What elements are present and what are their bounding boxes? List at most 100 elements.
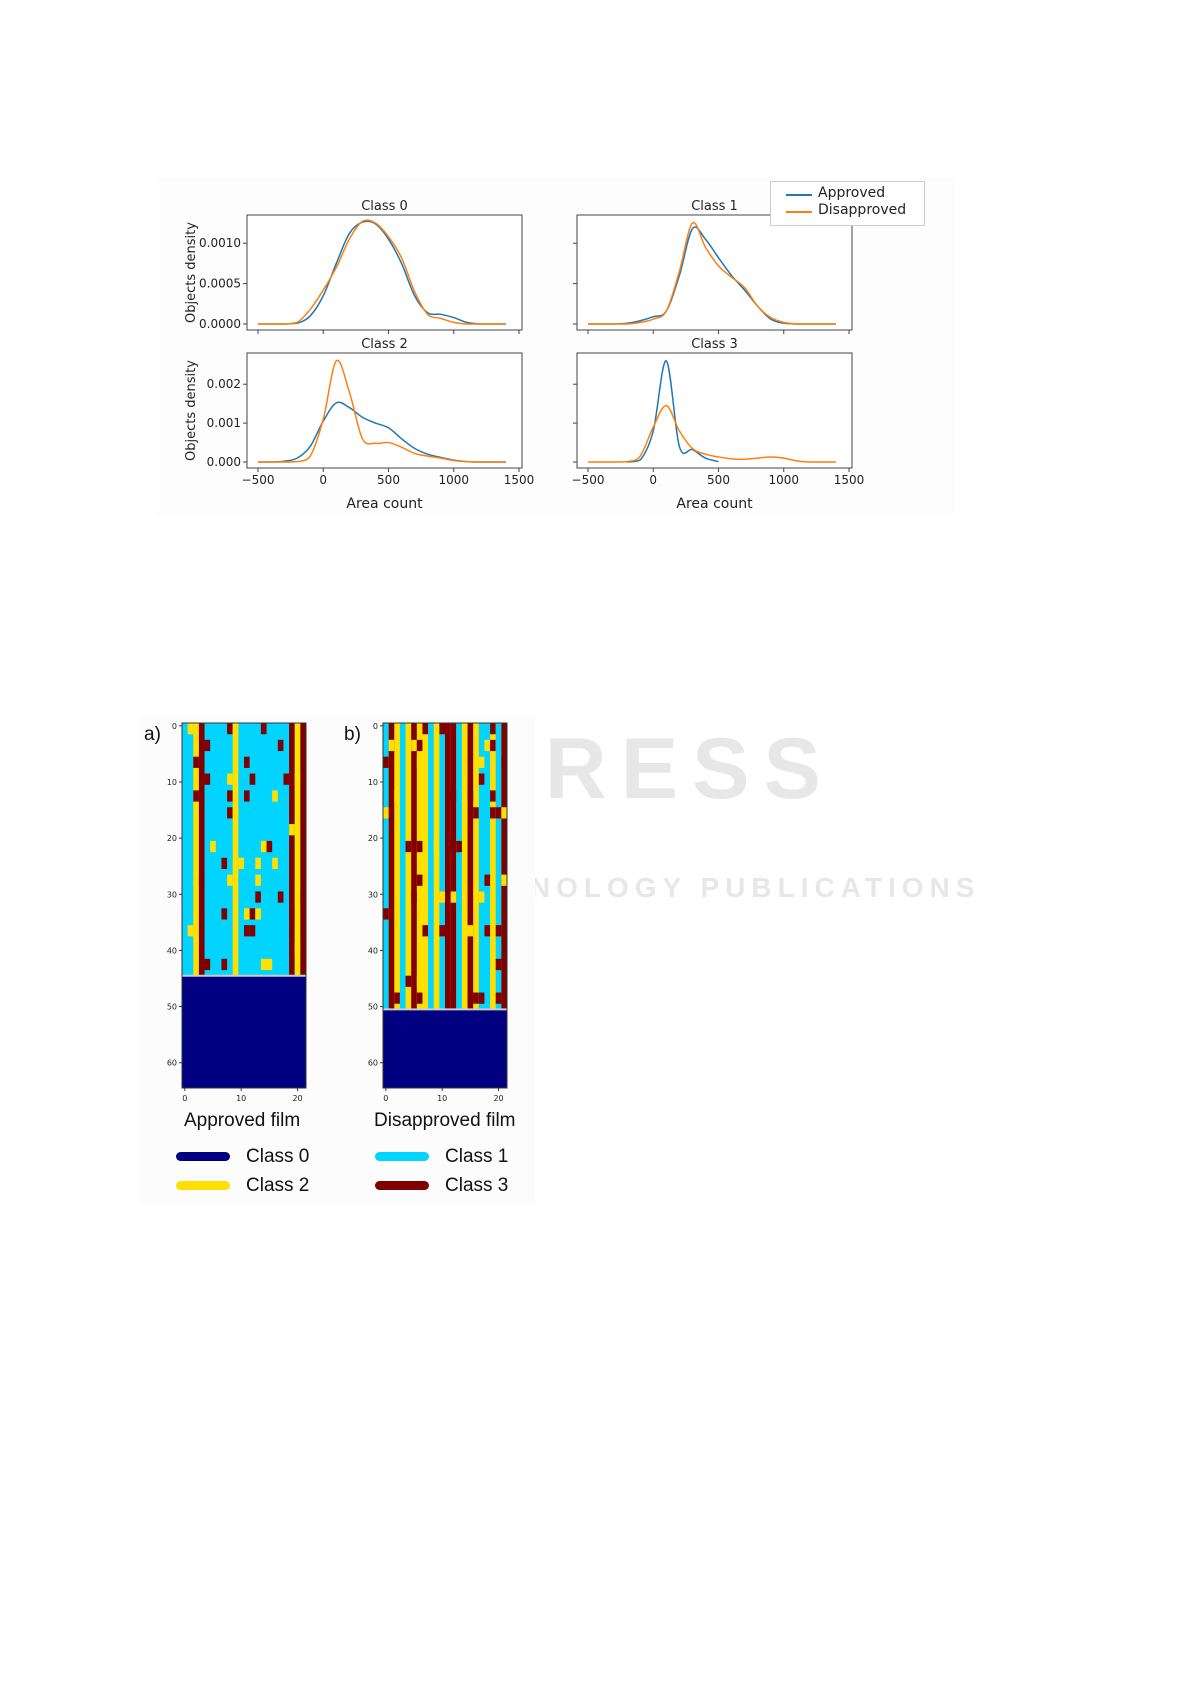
heatmap-cell-approved [238,857,244,869]
heatmap-cell-approved [260,958,267,971]
heatmap-cell-approved [283,773,290,785]
heatmap-column-disapproved [439,723,445,1010]
heatmap-cell-disapproved [383,908,389,920]
heatmap-frame-approved [181,722,307,1089]
x-axis-label-2: Area count [346,496,423,512]
heatmap-y-tick-label: 60 [368,1059,378,1068]
heatmap-y-tick-label: 60 [167,1059,177,1068]
heatmap-cell-disapproved [478,891,485,903]
heatmap-cell-approved [193,756,199,768]
heatmap-cell-approved [221,857,228,869]
heatmap-column-disapproved [495,723,502,1010]
heatmap-y-tick-label: 30 [167,890,177,899]
heatmap-column-disapproved [411,723,417,1010]
heatmap-column-approved [232,723,239,976]
heatmap-cell-approved [272,857,278,869]
heatmap-cell-disapproved [416,756,423,768]
class0-swatch [176,1152,230,1161]
heatmap-cell-approved [221,958,228,971]
y-tick-label-0-2: 0.0010 [199,236,241,250]
heatmap-cell-disapproved [450,891,457,903]
heatmap-cell-approved [300,891,306,903]
heatmap-cell-disapproved [383,756,389,768]
heatmap-column-approved [193,723,199,976]
heatmap-cell-disapproved [501,874,507,886]
heatmap-cell-approved [232,723,239,735]
heatmap-y-tick-label: 20 [167,834,177,843]
density-line-approved-class0 [258,220,506,325]
x-tick-label-3-4: 1500 [834,473,865,487]
plot-frame-3 [576,352,853,469]
heatmap-cell-approved [227,807,233,819]
heatmap-column-disapproved [399,723,406,1010]
heatmap-cell-approved [255,874,261,886]
heatmap-cell-approved [249,908,256,920]
heatmap-cell-approved [204,739,211,752]
heatmap-cell-disapproved [478,773,485,785]
heatmap-y-tick-label: 10 [368,778,378,787]
x-tick-label-3-1: 0 [649,473,657,487]
x-tick-label-2-1: 0 [319,473,327,487]
heatmap-cell-disapproved [501,756,507,768]
class2-label: Class 2 [246,1175,310,1196]
heatmap-x-tick-label: 20 [493,1094,503,1103]
heatmap-title-approved: Approved film [184,1110,301,1131]
heatmap-cell-disapproved [416,874,423,886]
plot-frame-1 [576,214,853,331]
heatmap-cell-approved [289,824,295,836]
heatmap-cell-disapproved [445,891,451,903]
heatmap-column-disapproved [428,723,434,1010]
heatmap-cell-approved [244,908,250,920]
heatmap-cell-disapproved [439,723,445,735]
x-tick-label-2-0: −500 [242,473,275,487]
heatmap-cell-disapproved [416,975,423,987]
heatmap-title-disapproved: Disapproved film [374,1110,516,1131]
heatmap-cell-disapproved [383,807,389,819]
class3-swatch [375,1181,429,1190]
heatmap-cell-approved [260,840,267,853]
heatmap-cell-disapproved [456,840,462,853]
y-tick-label-2-2: 0.002 [207,377,241,391]
heatmap-cell-disapproved [478,992,485,1004]
heatmap-cell-disapproved [411,891,417,903]
plot-frame-2 [246,352,523,469]
heatmap-column-disapproved [467,723,474,1010]
panel-label-b: b) [344,724,361,745]
heatmap-cell-approved [260,723,267,735]
y-tick-label-0-1: 0.0005 [199,277,241,291]
heatmap-cell-approved [272,790,278,802]
heatmap-column-approved [289,723,295,976]
heatmap-cell-disapproved [490,807,496,819]
heatmap-cell-disapproved [439,925,445,937]
heatmap-cell-approved [221,908,228,920]
heatmap-cell-approved [227,723,233,735]
heatmap-column-disapproved [450,723,457,1010]
heatmap-cell-approved [249,925,256,937]
heatmap-y-tick-label: 0 [172,722,177,731]
heatmap-cell-approved [187,925,194,937]
heatmap-frame-disapproved [382,722,508,1089]
density-line-approved-class3 [627,360,719,463]
heatmap-column-disapproved [501,723,507,1010]
plot-title-0: Class 0 [361,199,408,214]
heatmap-cell-approved [244,756,250,768]
heatmap-cell-disapproved [422,925,429,937]
heatmap-cell-disapproved [473,992,479,1004]
heatmap-cell-disapproved [450,790,457,802]
heatmap-cell-approved [244,790,250,802]
heatmap-cell-disapproved [473,807,479,819]
density-line-disapproved-class0 [258,219,506,325]
density-legend: Approved Disapproved [770,181,925,226]
panel-label-a: a) [144,724,161,745]
heatmap-cell-disapproved [490,723,496,735]
plot-title-2: Class 2 [361,337,408,352]
x-tick-label-3-2: 500 [707,473,730,487]
heatmap-y-tick-label: 50 [167,1003,177,1012]
heatmap-cell-disapproved [405,975,412,987]
heatmap-column-disapproved [456,723,462,1010]
heatmap-cell-approved [198,874,205,886]
heatmap-cell-approved [198,756,205,768]
heatmap-cell-approved [289,908,295,920]
heatmap-disapproved: 0 10 20 30 40 50 60 0 10 20 [368,722,508,1103]
